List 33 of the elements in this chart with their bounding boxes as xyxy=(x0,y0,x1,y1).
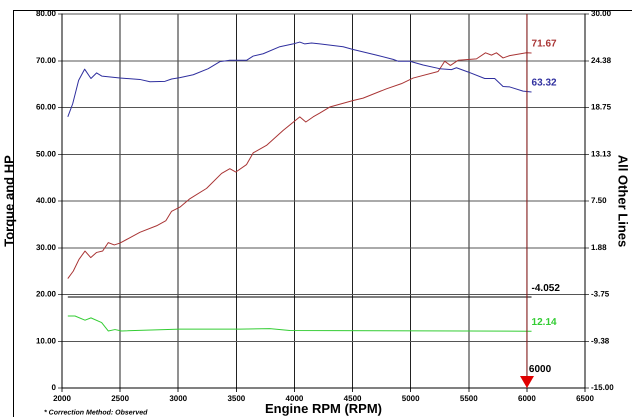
y2-tick-label: -15.00 xyxy=(591,383,614,392)
y2-tick-label: -3.75 xyxy=(591,290,610,299)
x-tick-label: 5500 xyxy=(460,394,478,404)
x-tick-label: 2000 xyxy=(53,394,72,404)
x-tick-label: 3000 xyxy=(169,394,188,404)
x-tick-label: 4000 xyxy=(286,394,304,404)
data-label: 63.32 xyxy=(532,78,557,89)
y-tick-label: 0 xyxy=(52,383,57,392)
y2-tick-label: 24.38 xyxy=(591,56,612,65)
y2-tick-label: 7.50 xyxy=(591,196,608,206)
y-tick-label: 40.00 xyxy=(36,196,57,206)
y2-tick-label: 13.13 xyxy=(591,149,612,158)
x-axis-title: Engine RPM (RPM) xyxy=(265,400,382,416)
x-tick-label: 6000 xyxy=(518,394,536,404)
y-tick-label: 10.00 xyxy=(36,336,57,346)
ref-line-label: 6000 xyxy=(528,364,552,375)
x-tick-label: 2500 xyxy=(111,394,130,404)
data-label: 12.14 xyxy=(532,316,557,328)
x-tick-label: 3500 xyxy=(227,394,246,404)
y-tick-label: 30.00 xyxy=(36,242,57,252)
data-label: -4.052 xyxy=(532,282,560,294)
y-tick-label: 60.00 xyxy=(36,102,57,112)
x-tick-label: 4500 xyxy=(344,394,362,404)
y2-tick-label: -9.38 xyxy=(591,336,610,346)
y-tick-label: 50.00 xyxy=(36,149,57,158)
x-tick-label: 5000 xyxy=(402,394,420,404)
x-tick-label: 6500 xyxy=(576,394,594,404)
y-tick-label: 70.00 xyxy=(36,56,57,65)
y-tick-label: 20.00 xyxy=(36,290,57,299)
data-label: 71.67 xyxy=(532,38,557,50)
y2-axis-title: All Other Lines xyxy=(616,154,631,248)
y2-tick-label: 18.75 xyxy=(591,102,612,112)
y2-tick-label: 1.88 xyxy=(591,242,608,252)
